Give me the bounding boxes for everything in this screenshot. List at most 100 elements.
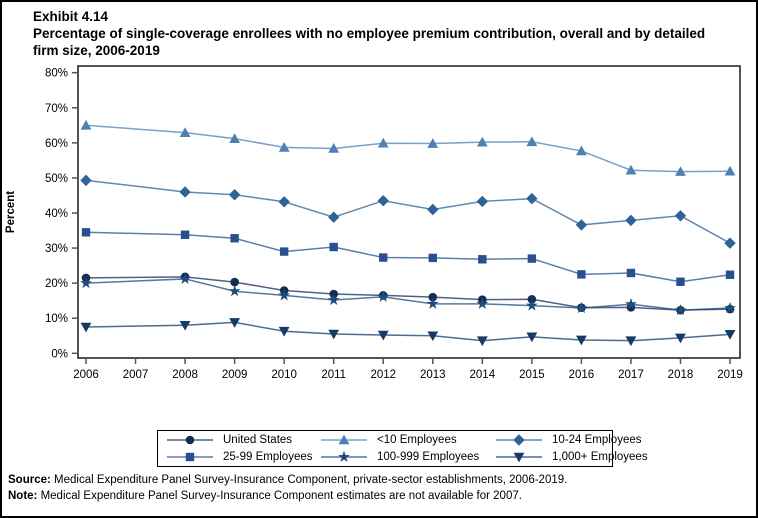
y-tick-label: 50%: [45, 173, 68, 185]
y-tick-label: 20%: [45, 278, 68, 290]
data-point-marker: [626, 268, 636, 278]
data-point-marker: [513, 434, 525, 446]
data-point-marker: [229, 318, 241, 328]
data-point-marker: [724, 330, 736, 340]
data-point-marker: [377, 137, 389, 148]
x-tick-label: 2016: [569, 369, 595, 381]
data-point-marker: [229, 133, 241, 143]
legend-label: 25-99 Employees: [223, 451, 313, 463]
data-point-marker: [179, 186, 191, 198]
data-point-marker: [625, 336, 637, 347]
data-point-marker: [478, 255, 487, 264]
plot-frame: [77, 65, 741, 359]
legend-label: <10 Employees: [377, 434, 457, 446]
data-point-marker: [278, 326, 290, 337]
data-point-marker: [328, 211, 340, 223]
y-tick-label: 10%: [45, 313, 68, 325]
x-tick-label: 2013: [420, 369, 446, 381]
data-point-marker: [513, 452, 525, 463]
x-tick-label: 2019: [717, 369, 743, 381]
triangle-down-legend-icon: [496, 452, 542, 463]
x-tick-label: 2009: [222, 369, 248, 381]
data-point-marker: [185, 452, 195, 462]
star-legend-icon: [321, 450, 367, 463]
x-tick-label: 2007: [123, 369, 149, 381]
data-point-marker: [279, 247, 289, 256]
source-label: Source:: [8, 474, 51, 486]
data-point-marker: [527, 254, 537, 263]
data-point-marker: [676, 277, 685, 286]
data-point-marker: [185, 435, 195, 445]
data-point-marker: [230, 234, 239, 243]
line-chart: 0% 10% 20% 30% 40% 50% 60% 70% 80% 2006 2007 2008 20…: [2, 2, 756, 412]
data-point-marker: [81, 228, 91, 237]
chart-canvas: 0% 10% 20% 30% 40% 50% 60% 70% 80% 2006 2007 2008 20…: [5, 65, 743, 381]
data-point-marker: [179, 320, 191, 331]
data-point-marker: [179, 272, 191, 284]
data-point-marker: [525, 299, 538, 311]
data-point-marker: [674, 210, 687, 222]
data-point-marker: [180, 230, 190, 239]
data-point-marker: [476, 136, 488, 147]
data-point-marker: [338, 434, 350, 445]
legend-entry-25-99-employees: 25-99 Employees: [158, 449, 320, 465]
data-point-marker: [338, 450, 350, 463]
legend-entry--10-employees: <10 Employees: [320, 432, 495, 448]
circle-legend-icon: [167, 435, 213, 445]
legend-row: 25-99 Employees 100-999 Employees 1,000+ E…: [158, 449, 648, 465]
data-point-marker: [476, 336, 488, 347]
square-legend-icon: [167, 452, 213, 462]
data-point-marker: [80, 322, 92, 333]
title-block: Exhibit 4.14 Percentage of single-covera…: [33, 8, 733, 59]
legend-row: United States <10 Employees 10-24 Employee…: [158, 432, 642, 448]
chart-series-1-000-employees: [80, 318, 736, 347]
note-text: Medical Expenditure Panel Survey-Insuran…: [37, 490, 522, 502]
data-point-marker: [625, 298, 637, 310]
data-point-marker: [228, 189, 241, 201]
data-point-marker: [377, 330, 389, 341]
data-point-marker: [426, 297, 439, 309]
chart-series-100-999-employees: [80, 272, 736, 316]
y-tick-label: 30%: [45, 243, 68, 255]
chart-series--10-employees: [80, 119, 736, 176]
data-point-marker: [527, 294, 537, 304]
data-point-marker: [377, 195, 389, 207]
data-point-marker: [428, 253, 437, 263]
data-point-marker: [427, 331, 439, 342]
y-axis-title: Percent: [5, 191, 17, 233]
y-tick-label: 80%: [45, 68, 68, 80]
data-point-marker: [80, 174, 92, 187]
x-tick-label: 2017: [618, 369, 644, 381]
chart-legend: United States <10 Employees 10-24 Employee…: [157, 430, 648, 467]
data-point-marker: [575, 219, 588, 231]
data-point-marker: [724, 237, 736, 249]
y-tick-label: 40%: [45, 208, 68, 220]
data-point-marker: [675, 333, 686, 344]
x-tick-label: 2012: [370, 369, 396, 381]
data-point-marker: [379, 253, 388, 262]
data-point-marker: [278, 289, 291, 301]
data-point-marker: [725, 270, 735, 279]
y-tick-label: 60%: [45, 138, 68, 150]
data-point-marker: [724, 165, 736, 176]
triangle-up-legend-icon: [321, 434, 367, 445]
data-point-marker: [327, 293, 340, 305]
data-point-marker: [476, 297, 489, 309]
chart-series-25-99-employees: [81, 228, 735, 286]
data-point-marker: [228, 285, 241, 297]
data-point-marker: [230, 277, 239, 287]
data-point-marker: [526, 332, 538, 343]
legend-entry-1-000-employees: 1,000+ Employees: [495, 449, 648, 465]
data-point-marker: [428, 292, 438, 302]
legend-label: 10-24 Employees: [552, 434, 642, 446]
data-point-marker: [427, 138, 439, 148]
data-point-marker: [80, 119, 92, 130]
data-point-marker: [625, 164, 637, 175]
legend-label: 100-999 Employees: [377, 451, 480, 463]
legend-entry-100-999-employees: 100-999 Employees: [320, 449, 495, 465]
data-point-marker: [625, 214, 637, 227]
data-point-marker: [278, 196, 290, 208]
legend-label: United States: [223, 434, 293, 446]
data-point-marker: [674, 303, 687, 316]
